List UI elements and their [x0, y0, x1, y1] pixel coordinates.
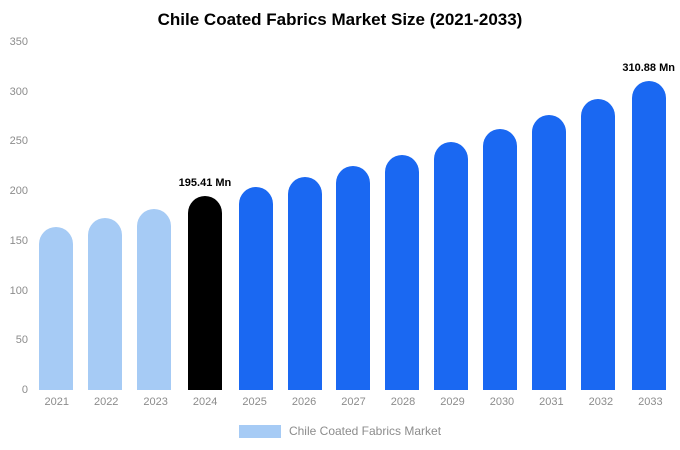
x-tick-label: 2032	[588, 396, 614, 408]
x-tick-label: 2021	[44, 396, 69, 408]
x-tick-label: 2028	[390, 396, 416, 408]
bar-2030[interactable]	[483, 128, 518, 390]
bar-2031[interactable]	[532, 114, 567, 390]
x-tick-label: 2022	[93, 396, 119, 408]
bar-2023[interactable]	[137, 209, 172, 390]
y-tick-label: 100	[9, 284, 28, 297]
y-tick-label: 150	[9, 234, 28, 247]
bar-2028[interactable]	[385, 155, 420, 390]
bar-value-label: 195.41 Mn	[178, 176, 232, 189]
bar-cell	[231, 42, 280, 390]
bar-cell	[329, 42, 378, 390]
bar-cell	[32, 42, 81, 390]
x-tick-label: 2027	[341, 396, 366, 408]
bar-2032[interactable]	[580, 98, 615, 390]
bar-cell	[427, 42, 476, 390]
plot-area: 195.41 Mn 310.88 Mn	[32, 42, 675, 390]
y-tick-label: 250	[9, 135, 28, 148]
x-tick-label: 2031	[539, 396, 564, 408]
y-tick-label: 350	[9, 36, 28, 48]
bar-2024[interactable]	[187, 195, 222, 390]
bar-cell: 310.88 Mn	[622, 42, 675, 390]
bar-cell	[476, 42, 525, 390]
x-tick-label: 2024	[192, 396, 218, 408]
bar-2027[interactable]	[336, 166, 371, 390]
bar-cell	[81, 42, 130, 390]
bar-2021[interactable]	[39, 226, 74, 390]
legend[interactable]: Chile Coated Fabrics Market	[0, 424, 680, 438]
bar-cell	[574, 42, 623, 390]
chart-title: Chile Coated Fabrics Market Size (2021-2…	[157, 10, 523, 29]
bar-cell	[130, 42, 179, 390]
legend-swatch-icon	[238, 424, 281, 438]
bars-row: 195.41 Mn 310.88 Mn	[32, 42, 675, 390]
y-tick-label: 50	[15, 334, 28, 347]
x-tick-label: 2026	[291, 396, 317, 408]
bar-cell: 195.41 Mn	[178, 42, 232, 390]
bar-2029[interactable]	[434, 142, 469, 390]
bar-cell	[378, 42, 427, 390]
y-axis: 0 50 100 150 200 250 300 350	[0, 36, 28, 396]
legend-label: Chile Coated Fabrics Market	[288, 424, 442, 438]
bar-value-label: 310.88 Mn	[622, 61, 675, 74]
x-tick-label: 2033	[638, 396, 663, 408]
bar-2026[interactable]	[287, 177, 322, 390]
x-tick-label: 2023	[143, 396, 168, 408]
x-axis: 2021 2022 2023 2024 2025 2026 2027 2028 2029 2030…	[32, 396, 675, 408]
bar-2025[interactable]	[238, 187, 273, 390]
bar-cell	[525, 42, 574, 390]
x-tick-label: 2025	[242, 396, 267, 408]
bar-cell	[280, 42, 329, 390]
x-tick-label: 2030	[489, 396, 515, 408]
bar-2033[interactable]	[631, 80, 666, 390]
x-tick-label: 2029	[440, 396, 465, 408]
y-tick-label: 300	[9, 85, 28, 98]
bar-2022[interactable]	[88, 218, 123, 390]
y-tick-label: 0	[21, 384, 28, 396]
y-tick-label: 200	[9, 185, 28, 198]
